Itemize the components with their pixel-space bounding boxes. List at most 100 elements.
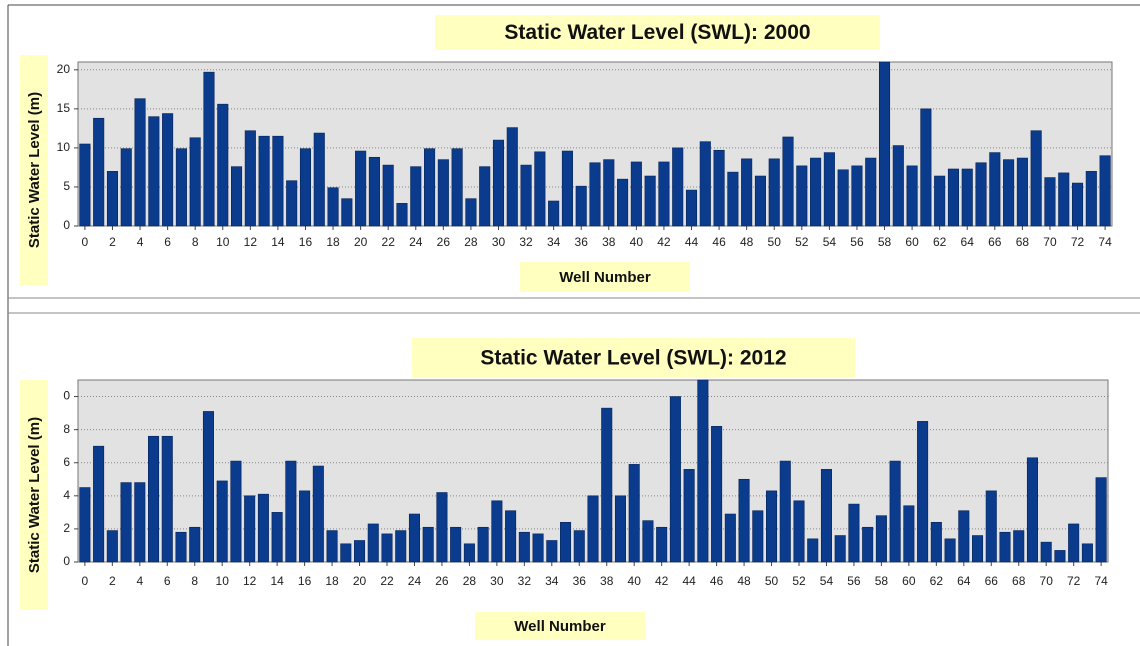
x-tick-label: 68: [1016, 235, 1030, 249]
bar: [216, 480, 228, 563]
x-tick-label: 20: [354, 235, 368, 249]
bar: [766, 490, 778, 563]
title-box: [435, 15, 880, 50]
bar: [312, 465, 324, 563]
y-label-box: [20, 55, 48, 285]
bar: [368, 156, 380, 227]
x-tick-label: 56: [847, 574, 861, 588]
bar: [810, 157, 822, 227]
chart-title: Static Water Level (SWL): 2012: [480, 347, 786, 370]
bar: [656, 526, 668, 563]
bar: [796, 165, 808, 227]
bar: [903, 505, 915, 563]
x-tick-label: 50: [765, 574, 779, 588]
y-tick-label: 0: [63, 389, 70, 403]
x-tick-label: 8: [192, 235, 199, 249]
bar: [451, 148, 463, 227]
bar: [148, 435, 160, 563]
bar: [875, 515, 887, 563]
chart-title: Static Water Level (SWL): 2000: [504, 21, 810, 44]
x-tick-label: 48: [737, 574, 751, 588]
bar: [313, 132, 325, 227]
y-tick-label: 4: [63, 488, 70, 502]
bar: [410, 166, 422, 227]
bar: [975, 162, 987, 227]
x-tick-label: 24: [409, 235, 423, 249]
bar: [628, 464, 640, 563]
bar: [189, 137, 201, 227]
x-tick-label: 26: [437, 235, 451, 249]
bar: [271, 512, 283, 563]
bar: [1058, 172, 1070, 227]
bar: [1026, 457, 1038, 563]
x-tick-label: 74: [1094, 574, 1108, 588]
bar: [424, 148, 436, 227]
bar: [862, 526, 874, 563]
x-tick-label: 60: [905, 235, 919, 249]
bar: [683, 469, 695, 563]
x-tick-label: 58: [878, 235, 892, 249]
bar: [477, 526, 489, 563]
x-tick-label: 10: [216, 235, 230, 249]
bar: [889, 460, 901, 563]
y-tick-label: 8: [63, 422, 70, 436]
bar: [299, 490, 311, 563]
bar: [575, 185, 587, 227]
x-tick-label: 42: [657, 235, 671, 249]
bar: [560, 521, 572, 563]
bar: [741, 158, 753, 227]
x-tick-label: 14: [271, 235, 285, 249]
bar: [1099, 155, 1111, 227]
x-label-box: [520, 262, 690, 292]
bar: [465, 198, 477, 227]
x-tick-label: 32: [518, 574, 532, 588]
bar: [395, 530, 407, 563]
bar: [658, 161, 670, 227]
x-tick-label: 22: [382, 235, 396, 249]
bar: [779, 460, 791, 563]
x-tick-label: 36: [575, 235, 589, 249]
bar: [985, 490, 997, 563]
bar: [79, 487, 91, 563]
bar: [340, 543, 352, 563]
x-tick-label: 40: [630, 235, 644, 249]
bar: [1071, 182, 1084, 227]
bar: [754, 175, 766, 227]
x-tick-label: 62: [933, 235, 947, 249]
bar: [272, 135, 284, 227]
x-tick-label: 46: [712, 235, 726, 249]
bar: [724, 513, 736, 563]
bar: [217, 103, 229, 227]
bar: [341, 198, 353, 227]
bar: [934, 175, 946, 227]
x-tick-label: 44: [685, 235, 699, 249]
x-tick-label: 24: [408, 574, 422, 588]
y-tick-label: 0: [63, 218, 70, 232]
bar: [642, 520, 654, 563]
bar: [920, 108, 932, 227]
x-tick-label: 0: [82, 574, 89, 588]
bar: [396, 203, 408, 227]
bar: [532, 533, 544, 563]
x-tick-label: 20: [353, 574, 367, 588]
bar: [106, 530, 118, 563]
bar: [258, 135, 270, 227]
bar: [327, 187, 339, 227]
x-tick-label: 46: [710, 574, 724, 588]
x-tick-label: 26: [435, 574, 449, 588]
bar: [603, 159, 615, 227]
x-axis-label: Well Number: [514, 618, 606, 635]
bar: [534, 151, 546, 227]
bar: [326, 530, 338, 563]
title-box: [412, 338, 855, 378]
bar: [1030, 130, 1042, 227]
bar: [699, 141, 711, 227]
bar: [408, 513, 420, 563]
bar: [1013, 530, 1025, 563]
bar: [134, 98, 146, 227]
bar: [1040, 541, 1052, 563]
x-tick-label: 38: [602, 235, 616, 249]
x-tick-label: 74: [1098, 235, 1112, 249]
x-tick-label: 70: [1043, 235, 1057, 249]
